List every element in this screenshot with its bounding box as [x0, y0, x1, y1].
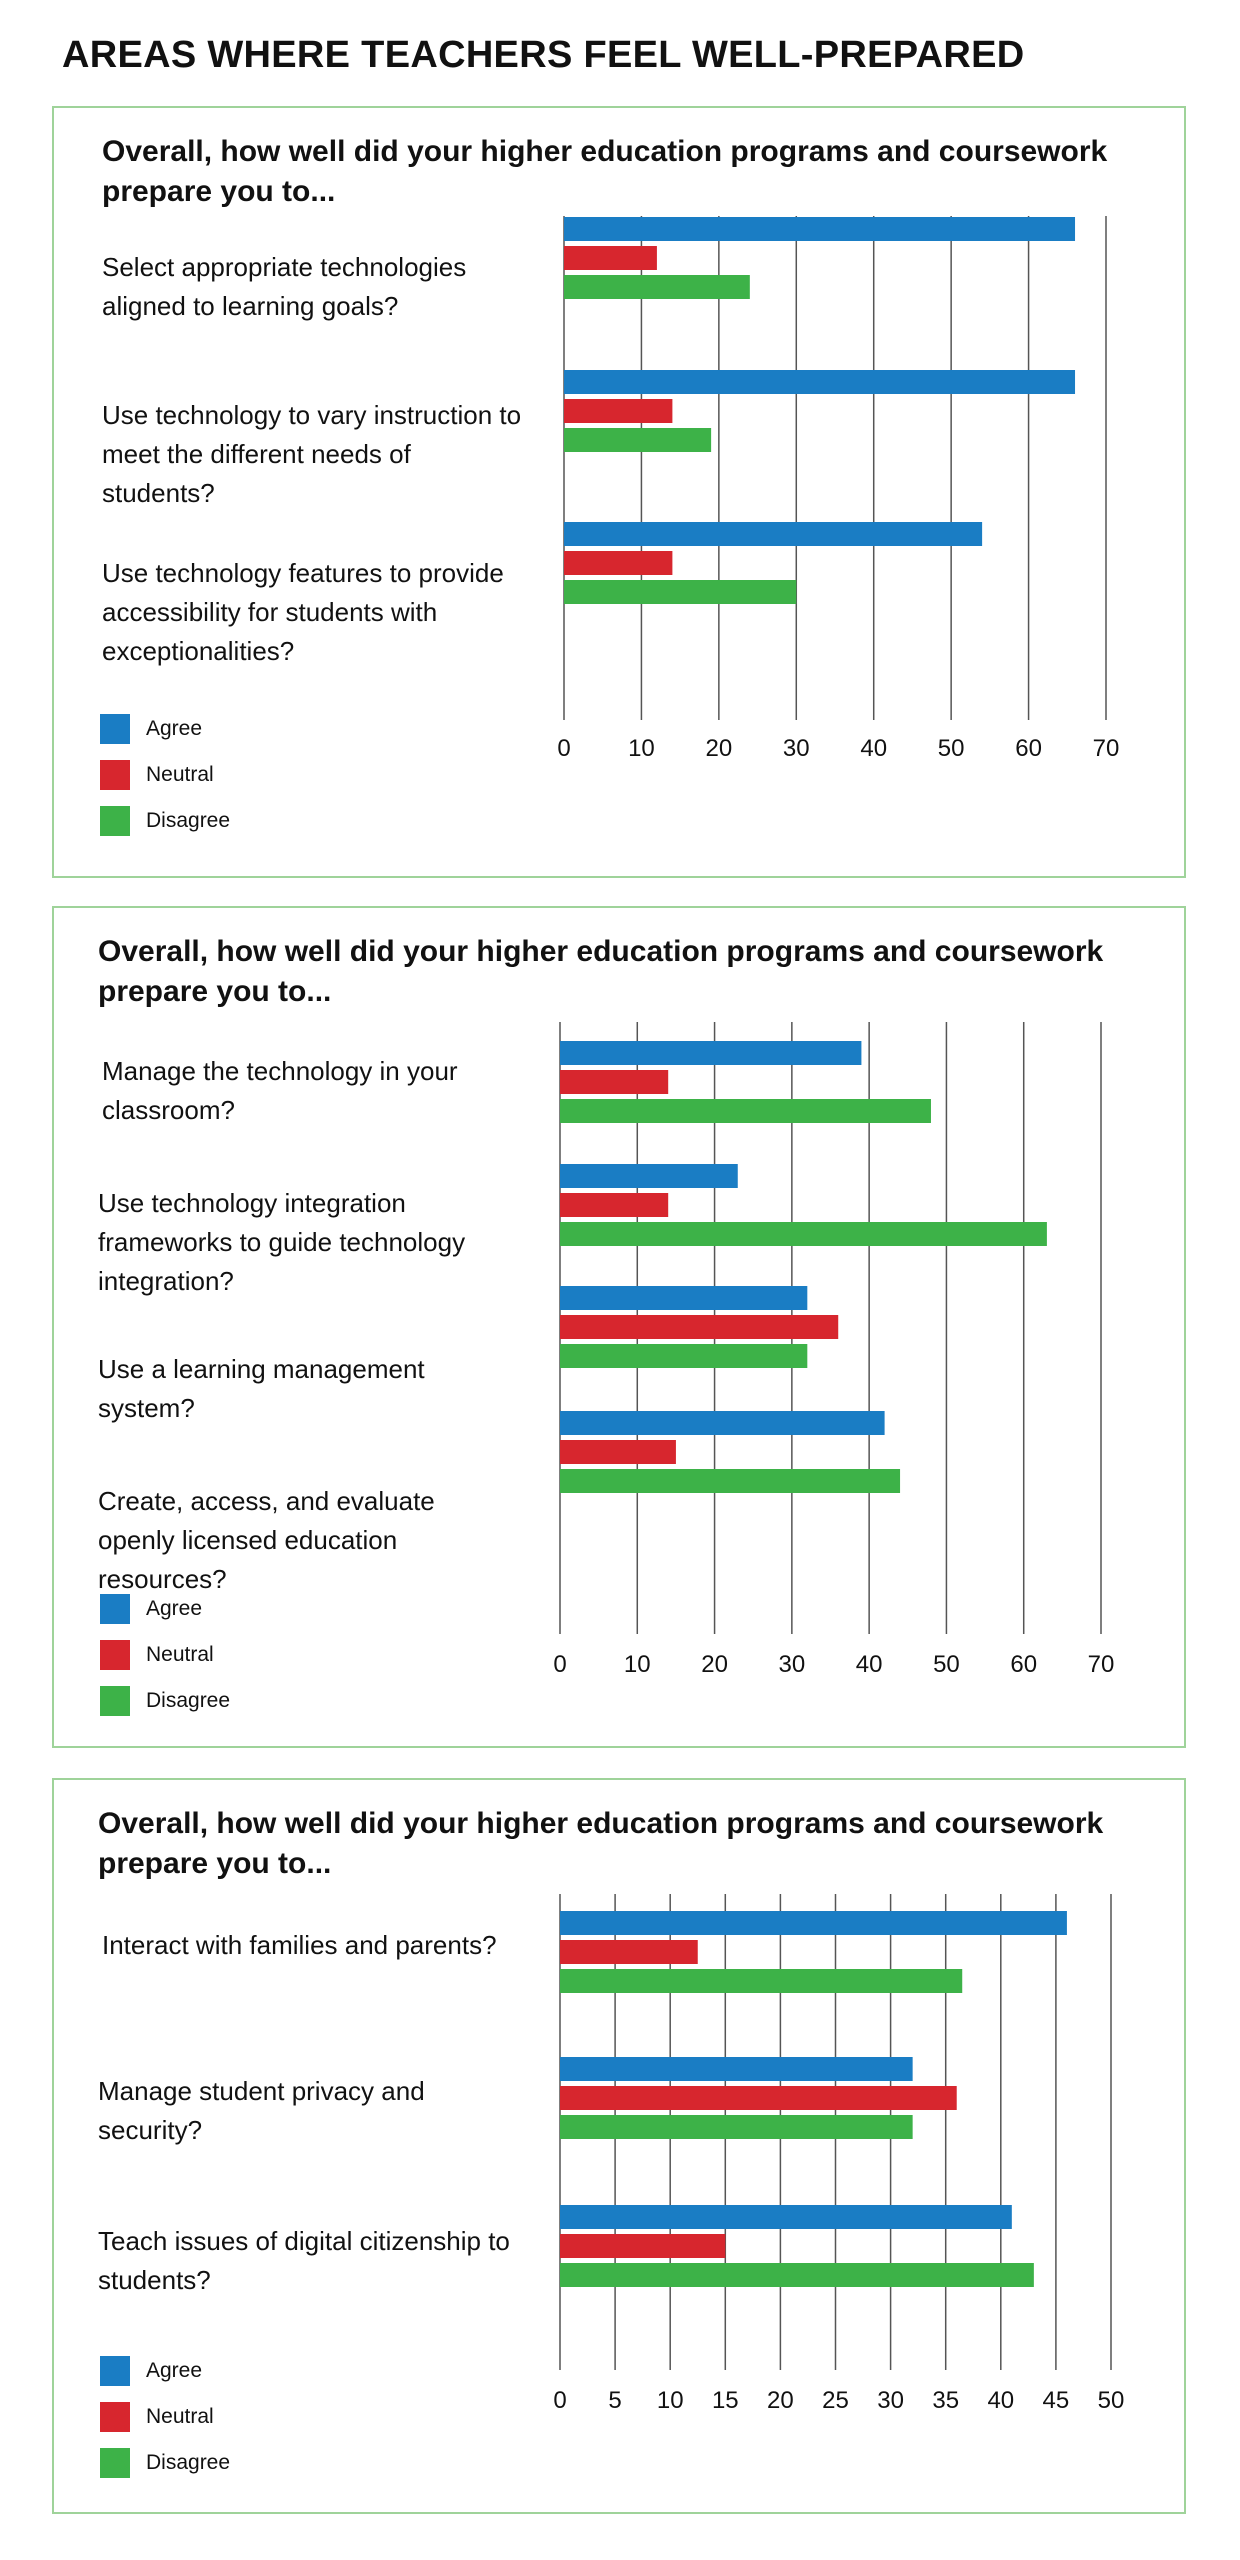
bar-disagree: [560, 1969, 963, 1993]
bar-neutral: [564, 551, 673, 575]
category-label: Use technology features to provide acces…: [102, 558, 504, 666]
bar-disagree: [564, 275, 750, 299]
bar-neutral: [560, 2086, 957, 2110]
x-tick-label: 30: [779, 1651, 806, 1678]
x-tick-label: 40: [987, 2387, 1014, 2414]
page-title: AREAS WHERE TEACHERS FEEL WELL-PREPARED: [62, 34, 1025, 76]
disagree-swatch: [100, 806, 130, 836]
x-tick-label: 20: [706, 735, 733, 762]
bar-chart-1: 0 10 20 30 40 50 60 70: [557, 216, 1120, 762]
bar-disagree: [560, 1344, 808, 1368]
x-tick-label: 0: [553, 2387, 566, 2414]
bar-agree: [560, 1041, 862, 1065]
x-tick-label: 15: [712, 2387, 739, 2414]
bar-neutral: [560, 1315, 839, 1339]
x-tick-label: 20: [767, 2387, 794, 2414]
x-tick-label: 70: [1088, 1651, 1115, 1678]
x-tick-label: 5: [608, 2387, 621, 2414]
legend-label: Disagree: [146, 809, 231, 832]
bar-agree: [560, 2205, 1012, 2229]
x-tick-label: 0: [557, 735, 570, 762]
chart-panel-3: Overall, how well did your higher educat…: [52, 1778, 1186, 2514]
legend-label: Disagree: [146, 2451, 231, 2474]
legend-label: Agree: [146, 1597, 203, 1620]
x-tick-label: 50: [1098, 2387, 1125, 2414]
x-tick-label: 10: [628, 735, 655, 762]
legend-label: Neutral: [146, 763, 214, 786]
bar-neutral: [564, 399, 673, 423]
bar-disagree: [560, 2263, 1034, 2287]
neutral-swatch: [100, 2402, 130, 2432]
category-label: Select appropriate technologies aligned …: [102, 252, 467, 321]
legend-label: Neutral: [146, 1643, 214, 1666]
legend-label: Disagree: [146, 1689, 231, 1712]
chart-title: Overall, how well did your higher educat…: [98, 1807, 1104, 1880]
bar-neutral: [564, 246, 657, 270]
legend-label: Agree: [146, 717, 203, 740]
bar-neutral: [560, 1193, 669, 1217]
disagree-swatch: [100, 1686, 130, 1716]
agree-swatch: [100, 2356, 130, 2386]
bar-disagree: [560, 1222, 1047, 1246]
chart-panel-2: Overall, how well did your higher educat…: [52, 906, 1186, 1748]
x-tick-label: 10: [657, 2387, 684, 2414]
bar-chart-3: 0 5 10 15 20 25 30 35 40 45 50: [553, 1894, 1125, 2414]
bar-agree: [560, 1286, 808, 1310]
bar-disagree: [564, 428, 712, 452]
x-tick-label: 70: [1093, 735, 1120, 762]
category-label: Use a learning management system?: [98, 1354, 425, 1423]
neutral-swatch: [100, 760, 130, 790]
chart-title: Overall, how well did your higher educat…: [98, 935, 1104, 1008]
bar-agree: [560, 1911, 1067, 1935]
x-tick-label: 60: [1010, 1651, 1037, 1678]
legend-label: Agree: [146, 2359, 203, 2382]
chart-panel-1: Overall, how well did your higher educat…: [52, 106, 1186, 878]
bar-neutral: [560, 2234, 726, 2258]
x-tick-label: 50: [938, 735, 965, 762]
x-tick-label: 50: [933, 1651, 960, 1678]
x-tick-label: 35: [932, 2387, 959, 2414]
x-tick-label: 40: [860, 735, 887, 762]
bar-agree: [564, 522, 983, 546]
bar-neutral: [560, 1070, 669, 1094]
chart-title: Overall, how well did your higher educat…: [102, 135, 1108, 208]
bar-neutral: [560, 1940, 698, 1964]
x-tick-label: 0: [553, 1651, 566, 1678]
category-label: Teach issues of digital citizenship to s…: [98, 2226, 510, 2295]
bar-disagree: [560, 1099, 931, 1123]
category-label: Interact with families and parents?: [102, 1930, 497, 1960]
bar-disagree: [560, 1469, 901, 1493]
bar-agree: [560, 1164, 738, 1188]
category-label: Use technology integration frameworks to…: [98, 1188, 466, 1296]
bar-agree: [564, 370, 1076, 394]
x-tick-label: 60: [1015, 735, 1042, 762]
bar-agree: [564, 217, 1076, 241]
x-tick-label: 10: [624, 1651, 651, 1678]
x-tick-label: 45: [1043, 2387, 1070, 2414]
disagree-swatch: [100, 2448, 130, 2478]
agree-swatch: [100, 1594, 130, 1624]
bar-disagree: [564, 580, 797, 604]
bar-chart-2: 0 10 20 30 40 50 60 70: [553, 1022, 1115, 1678]
x-tick-label: 25: [822, 2387, 849, 2414]
x-tick-label: 30: [783, 735, 810, 762]
x-tick-label: 40: [856, 1651, 883, 1678]
category-label: Manage student privacy and security?: [98, 2076, 425, 2145]
bar-agree: [560, 1411, 885, 1435]
category-label: Manage the technology in your classroom?: [102, 1056, 458, 1125]
x-tick-label: 20: [701, 1651, 728, 1678]
neutral-swatch: [100, 1640, 130, 1670]
bar-agree: [560, 2057, 913, 2081]
category-label: Use technology to vary instruction to me…: [102, 400, 522, 508]
x-tick-label: 30: [877, 2387, 904, 2414]
legend-label: Neutral: [146, 2405, 214, 2428]
bar-disagree: [560, 2115, 913, 2139]
category-label: Create, access, and evaluate openly lice…: [98, 1486, 435, 1594]
agree-swatch: [100, 714, 130, 744]
bar-neutral: [560, 1440, 676, 1464]
